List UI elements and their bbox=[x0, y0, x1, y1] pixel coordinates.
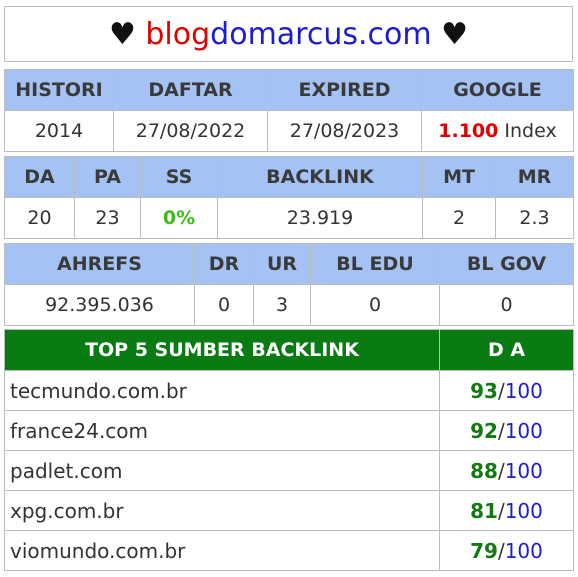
header-google: GOOGLE bbox=[421, 69, 574, 111]
backlink-da: 81/100 bbox=[439, 490, 574, 531]
header-histori: HISTORI bbox=[4, 69, 114, 111]
header-bl-gov: BL GOV bbox=[439, 243, 574, 285]
heart-left-icon: ♥ bbox=[108, 16, 136, 52]
value-bl-edu: 0 bbox=[310, 284, 440, 326]
google-index-count: 1.100 bbox=[438, 120, 499, 142]
value-bl-gov: 0 bbox=[439, 284, 574, 326]
metrics-table: DA PA SS BACKLINK MT MR 20 23 0% 23.919 … bbox=[4, 156, 574, 239]
da-score: 92 bbox=[470, 418, 498, 443]
value-ss: 0% bbox=[140, 197, 218, 239]
site-title-red-part: blog bbox=[145, 16, 211, 52]
header-da: DA bbox=[4, 156, 75, 198]
table-row: tecmundo.com.br 93/100 bbox=[4, 370, 574, 411]
da-max: 100 bbox=[504, 378, 543, 403]
header-ss: SS bbox=[140, 156, 218, 198]
da-separator: / bbox=[497, 458, 505, 483]
header-daftar: DAFTAR bbox=[113, 69, 268, 111]
value-pa: 23 bbox=[74, 197, 141, 239]
da-max: 100 bbox=[504, 458, 543, 483]
backlink-domain: france24.com bbox=[4, 410, 440, 451]
value-daftar: 27/08/2022 bbox=[113, 110, 268, 152]
da-separator: / bbox=[497, 418, 505, 443]
value-dr: 0 bbox=[194, 284, 254, 326]
backlink-domain: viomundo.com.br bbox=[4, 530, 440, 571]
header-backlink: BACKLINK bbox=[217, 156, 423, 198]
header-pa: PA bbox=[74, 156, 141, 198]
header-ahrefs: AHREFS bbox=[4, 243, 195, 285]
da-score: 79 bbox=[470, 538, 498, 563]
value-mt: 2 bbox=[422, 197, 496, 239]
heart-right-icon: ♥ bbox=[441, 16, 469, 52]
header-top-da: D A bbox=[439, 329, 574, 371]
value-backlink: 23.919 bbox=[217, 197, 423, 239]
value-da: 20 bbox=[4, 197, 75, 239]
table-row: padlet.com 88/100 bbox=[4, 450, 574, 491]
value-google: 1.100 Index bbox=[421, 110, 574, 152]
table-row: xpg.com.br 81/100 bbox=[4, 490, 574, 531]
value-mr: 2.3 bbox=[495, 197, 574, 239]
da-max: 100 bbox=[504, 418, 543, 443]
backlink-da: 93/100 bbox=[439, 370, 574, 411]
backlink-da: 79/100 bbox=[439, 530, 574, 571]
header-expired: EXPIRED bbox=[267, 69, 422, 111]
top-backlink-table: TOP 5 SUMBER BACKLINK D A tecmundo.com.b… bbox=[4, 329, 574, 571]
da-separator: / bbox=[497, 498, 505, 523]
header-top-sources: TOP 5 SUMBER BACKLINK bbox=[4, 329, 440, 371]
table-row: france24.com 92/100 bbox=[4, 410, 574, 451]
header-mr: MR bbox=[495, 156, 574, 198]
backlink-domain: xpg.com.br bbox=[4, 490, 440, 531]
google-index-label: Index bbox=[498, 120, 557, 142]
value-ur: 3 bbox=[253, 284, 311, 326]
da-score: 88 bbox=[470, 458, 498, 483]
da-separator: / bbox=[497, 378, 505, 403]
site-title: ♥ blog domarcus.com ♥ bbox=[4, 6, 573, 62]
backlink-domain: tecmundo.com.br bbox=[4, 370, 440, 411]
value-histori: 2014 bbox=[4, 110, 114, 152]
backlink-da: 88/100 bbox=[439, 450, 574, 491]
spam-score: 0% bbox=[162, 207, 196, 229]
ahrefs-table: AHREFS DR UR BL EDU BL GOV 92.395.036 0 … bbox=[4, 243, 574, 326]
backlink-domain: padlet.com bbox=[4, 450, 440, 491]
header-dr: DR bbox=[194, 243, 254, 285]
da-max: 100 bbox=[504, 498, 543, 523]
header-bl-edu: BL EDU bbox=[310, 243, 440, 285]
value-expired: 27/08/2023 bbox=[267, 110, 422, 152]
da-score: 81 bbox=[470, 498, 498, 523]
site-title-blue-part: domarcus.com bbox=[210, 16, 432, 52]
da-score: 93 bbox=[470, 378, 498, 403]
da-separator: / bbox=[497, 538, 505, 563]
value-ahrefs: 92.395.036 bbox=[4, 284, 195, 326]
header-ur: UR bbox=[253, 243, 311, 285]
domain-info-table: HISTORI DAFTAR EXPIRED GOOGLE 2014 27/08… bbox=[4, 69, 574, 152]
backlink-da: 92/100 bbox=[439, 410, 574, 451]
da-max: 100 bbox=[504, 538, 543, 563]
table-row: viomundo.com.br 79/100 bbox=[4, 530, 574, 571]
header-mt: MT bbox=[422, 156, 496, 198]
